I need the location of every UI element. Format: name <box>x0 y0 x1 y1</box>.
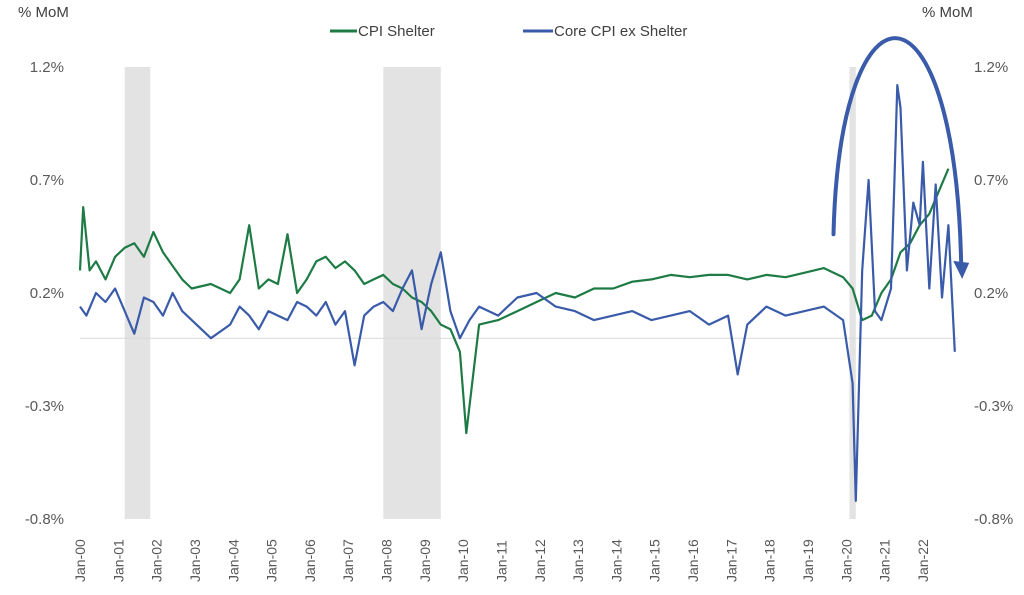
x-tick-label: Jan-14 <box>608 539 624 582</box>
series-layer <box>78 84 956 502</box>
y-axis-right: 1.2% 0.7% 0.2% -0.3% -0.8% <box>974 59 1013 528</box>
x-tick-label: Jan-00 <box>72 539 88 582</box>
x-tick-label: Jan-19 <box>800 539 816 582</box>
legend-label-core-cpi-ex-shelter: Core CPI ex Shelter <box>554 23 687 40</box>
y-tick-label-left: -0.8% <box>25 511 64 528</box>
x-tick-label: Jan-11 <box>493 540 509 582</box>
x-tick-label: Jan-15 <box>647 539 663 582</box>
series-line-core-cpi-ex-shelter <box>79 84 956 502</box>
x-tick-label: Jan-02 <box>149 539 165 582</box>
recession-band-0 <box>124 67 151 519</box>
recession-band-2 <box>849 67 856 519</box>
legend-item-cpi-shelter: CPI Shelter <box>330 23 435 40</box>
x-tick-label: Jan-05 <box>264 539 280 582</box>
y-tick-label-right: -0.8% <box>974 511 1013 528</box>
legend-label-cpi-shelter: CPI Shelter <box>358 23 435 40</box>
y-tick-label-right: -0.3% <box>974 398 1013 415</box>
y-tick-label-right: 0.2% <box>974 285 1008 302</box>
x-tick-label: Jan-07 <box>340 539 356 582</box>
y-tick-label-left: 1.2% <box>30 59 64 76</box>
annotation-arrowhead <box>953 260 970 279</box>
y-axis-left: 1.2% 0.7% 0.2% -0.3% -0.8% <box>25 59 64 528</box>
x-tick-label: Jan-06 <box>302 539 318 582</box>
x-tick-label: Jan-03 <box>187 539 203 582</box>
x-tick-label: Jan-17 <box>723 539 739 582</box>
x-tick-label: Jan-16 <box>685 539 701 582</box>
legend-item-core-cpi-ex-shelter: Core CPI ex Shelter <box>523 23 687 40</box>
x-tick-label: Jan-10 <box>455 539 471 582</box>
y-tick-label-right: 0.7% <box>974 172 1008 189</box>
y-tick-label-left: 0.2% <box>30 285 64 302</box>
y-tick-label-right: 1.2% <box>974 59 1008 76</box>
x-tick-label: Jan-04 <box>225 539 241 582</box>
x-tick-label: Jan-13 <box>570 539 586 582</box>
recession-band-1 <box>383 67 441 519</box>
x-tick-label: Jan-09 <box>417 539 433 582</box>
x-tick-label: Jan-18 <box>762 539 778 582</box>
annotation-layer <box>831 36 970 279</box>
x-tick-label: Jan-12 <box>532 539 548 582</box>
x-tick-label: Jan-22 <box>915 539 931 582</box>
x-tick-label: Jan-20 <box>838 539 854 582</box>
y-tick-label-left: 0.7% <box>30 172 64 189</box>
y-unit-right: % MoM <box>922 4 973 21</box>
x-axis: Jan-00 Jan-01 Jan-02 Jan-03 Jan-04 Jan-05 Jan-… <box>72 539 931 582</box>
annotation-arc <box>831 36 964 267</box>
legend: CPI Shelter Core CPI ex Shelter <box>330 23 687 40</box>
y-tick-label-left: -0.3% <box>25 398 64 415</box>
x-tick-label: Jan-01 <box>110 539 126 582</box>
recession-shading-layer <box>124 67 856 519</box>
x-tick-label: Jan-08 <box>379 539 395 582</box>
x-tick-label: Jan-21 <box>877 539 893 582</box>
y-unit-left: % MoM <box>18 4 69 21</box>
